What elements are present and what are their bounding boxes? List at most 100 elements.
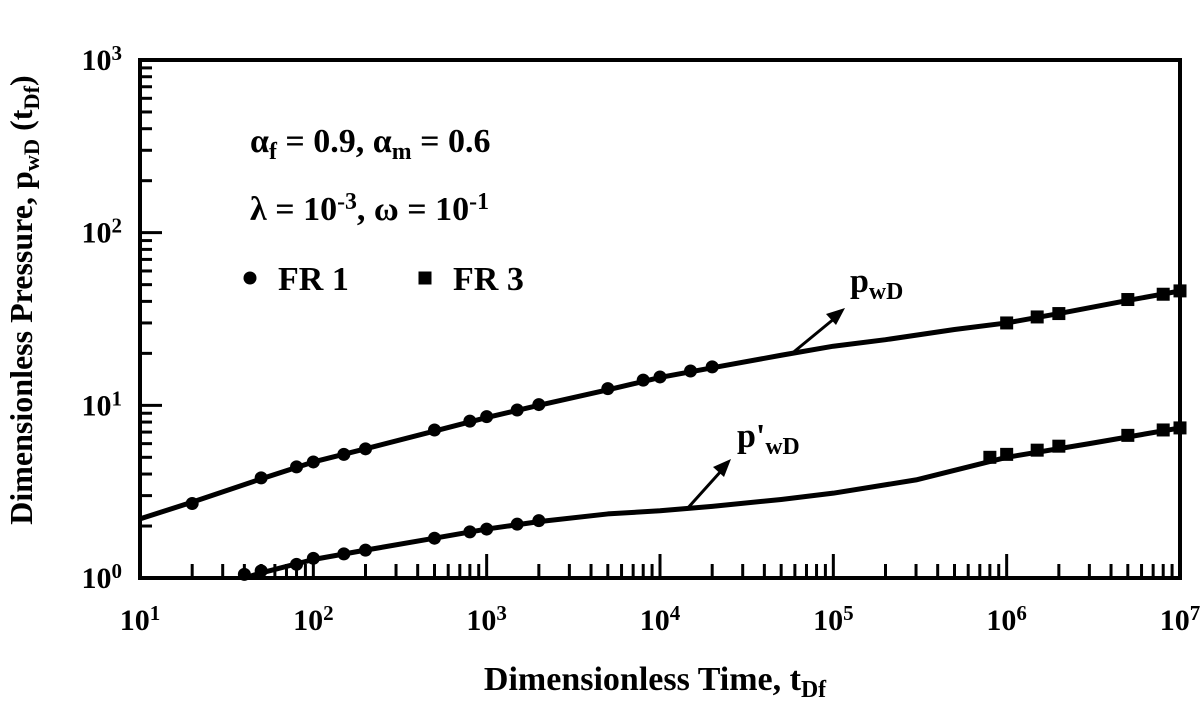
marker (1052, 439, 1066, 453)
tick-power: 1 (112, 386, 123, 410)
tick-base: 10 (82, 389, 112, 422)
marker (510, 517, 524, 531)
tick-base: 10 (120, 604, 150, 637)
legend-marker (243, 271, 257, 285)
marker (705, 360, 719, 374)
marker (532, 398, 546, 412)
tick-base: 10 (1160, 604, 1190, 637)
curve-label: p'wD (737, 418, 800, 460)
marker (359, 543, 373, 557)
marker (359, 442, 373, 456)
arrow (684, 459, 731, 512)
marker (290, 557, 304, 571)
annotation: αf = 0.9, αm = 0.6 (250, 123, 490, 165)
text-part: Df (801, 677, 827, 701)
text-part: f (269, 139, 278, 165)
marker (480, 522, 494, 536)
marker (254, 471, 268, 485)
text-part: m (392, 139, 412, 165)
tick-label: 107 (1160, 601, 1200, 638)
marker (1000, 316, 1014, 330)
tick-label: 101 (82, 386, 123, 423)
marker (480, 410, 494, 424)
tick-label: 102 (293, 601, 334, 638)
tick-power: 6 (1016, 601, 1027, 625)
tick-base: 10 (986, 604, 1016, 637)
x-axis-title: Dimensionless Time, tDf (484, 661, 827, 701)
text-part: p' (737, 418, 765, 455)
curve-label: pwD (850, 263, 903, 305)
text-part: -3 (337, 189, 357, 215)
text-part: λ = 10 (250, 191, 337, 228)
text-part: , ω = 10 (357, 191, 469, 228)
marker (1052, 307, 1066, 321)
tick-label: 106 (986, 601, 1027, 638)
text-part: Df (19, 85, 44, 109)
text-part: -1 (469, 189, 489, 215)
tick-label: 105 (813, 601, 854, 638)
marker (1173, 421, 1187, 435)
marker (684, 364, 698, 378)
marker (636, 373, 650, 387)
marker (306, 551, 320, 565)
marker (1121, 293, 1135, 307)
tick-power: 2 (112, 213, 123, 237)
marker (427, 531, 441, 545)
tick-power: 3 (496, 601, 507, 625)
text-part: (t (3, 109, 39, 139)
marker (510, 403, 524, 417)
tick-label: 100 (82, 559, 123, 596)
text-part: α (250, 123, 269, 160)
text-part: wD (19, 139, 44, 171)
marker (337, 447, 351, 461)
text-part: wD (765, 434, 799, 460)
tick-label: 101 (120, 601, 161, 638)
marker (601, 382, 615, 396)
marker (463, 414, 477, 428)
marker (1156, 423, 1170, 437)
marker (306, 455, 320, 469)
text-part: = 0.6 (412, 123, 491, 160)
marker (337, 547, 351, 561)
tick-base: 10 (82, 217, 112, 250)
tick-label: 103 (466, 601, 506, 638)
marker (1000, 447, 1014, 461)
tick-base: 10 (466, 604, 496, 637)
tick-power: 3 (112, 41, 123, 65)
marker (532, 514, 546, 528)
arrow (789, 308, 845, 357)
text-part: Dimensionless Time, t (484, 661, 802, 698)
marker (1030, 443, 1044, 457)
marker (983, 450, 997, 464)
tick-power: 1 (150, 601, 161, 625)
tick-power: 4 (670, 601, 681, 625)
tick-base: 10 (293, 604, 323, 637)
y-axis-title: Dimensionless Pressure, pwD (tDf) (3, 75, 44, 524)
text-part: = 0.9, α (277, 123, 392, 160)
tick-base: 10 (640, 604, 670, 637)
marker (463, 525, 477, 539)
tick-base: 10 (813, 604, 843, 637)
tick-power: 2 (323, 601, 334, 625)
tick-power: 5 (843, 601, 854, 625)
tick-label: 103 (82, 41, 123, 78)
tick-label: 104 (640, 601, 681, 638)
marker (427, 423, 441, 437)
marker (1173, 284, 1187, 298)
text-part: ) (3, 75, 39, 86)
annotation: λ = 10-3, ω = 10-1 (250, 189, 489, 228)
tick-base: 10 (82, 44, 112, 77)
marker (185, 497, 199, 511)
marker (237, 567, 251, 581)
tick-power: 0 (112, 559, 123, 583)
curve (139, 288, 1181, 522)
tick-base: 10 (82, 562, 112, 595)
text-part: wD (869, 279, 903, 305)
tick-power: 7 (1190, 601, 1200, 625)
tick-label: 102 (82, 213, 123, 250)
legend-label: FR 1 (278, 261, 349, 298)
marker (1121, 428, 1135, 442)
legend-marker (418, 271, 432, 285)
marker (290, 460, 304, 474)
